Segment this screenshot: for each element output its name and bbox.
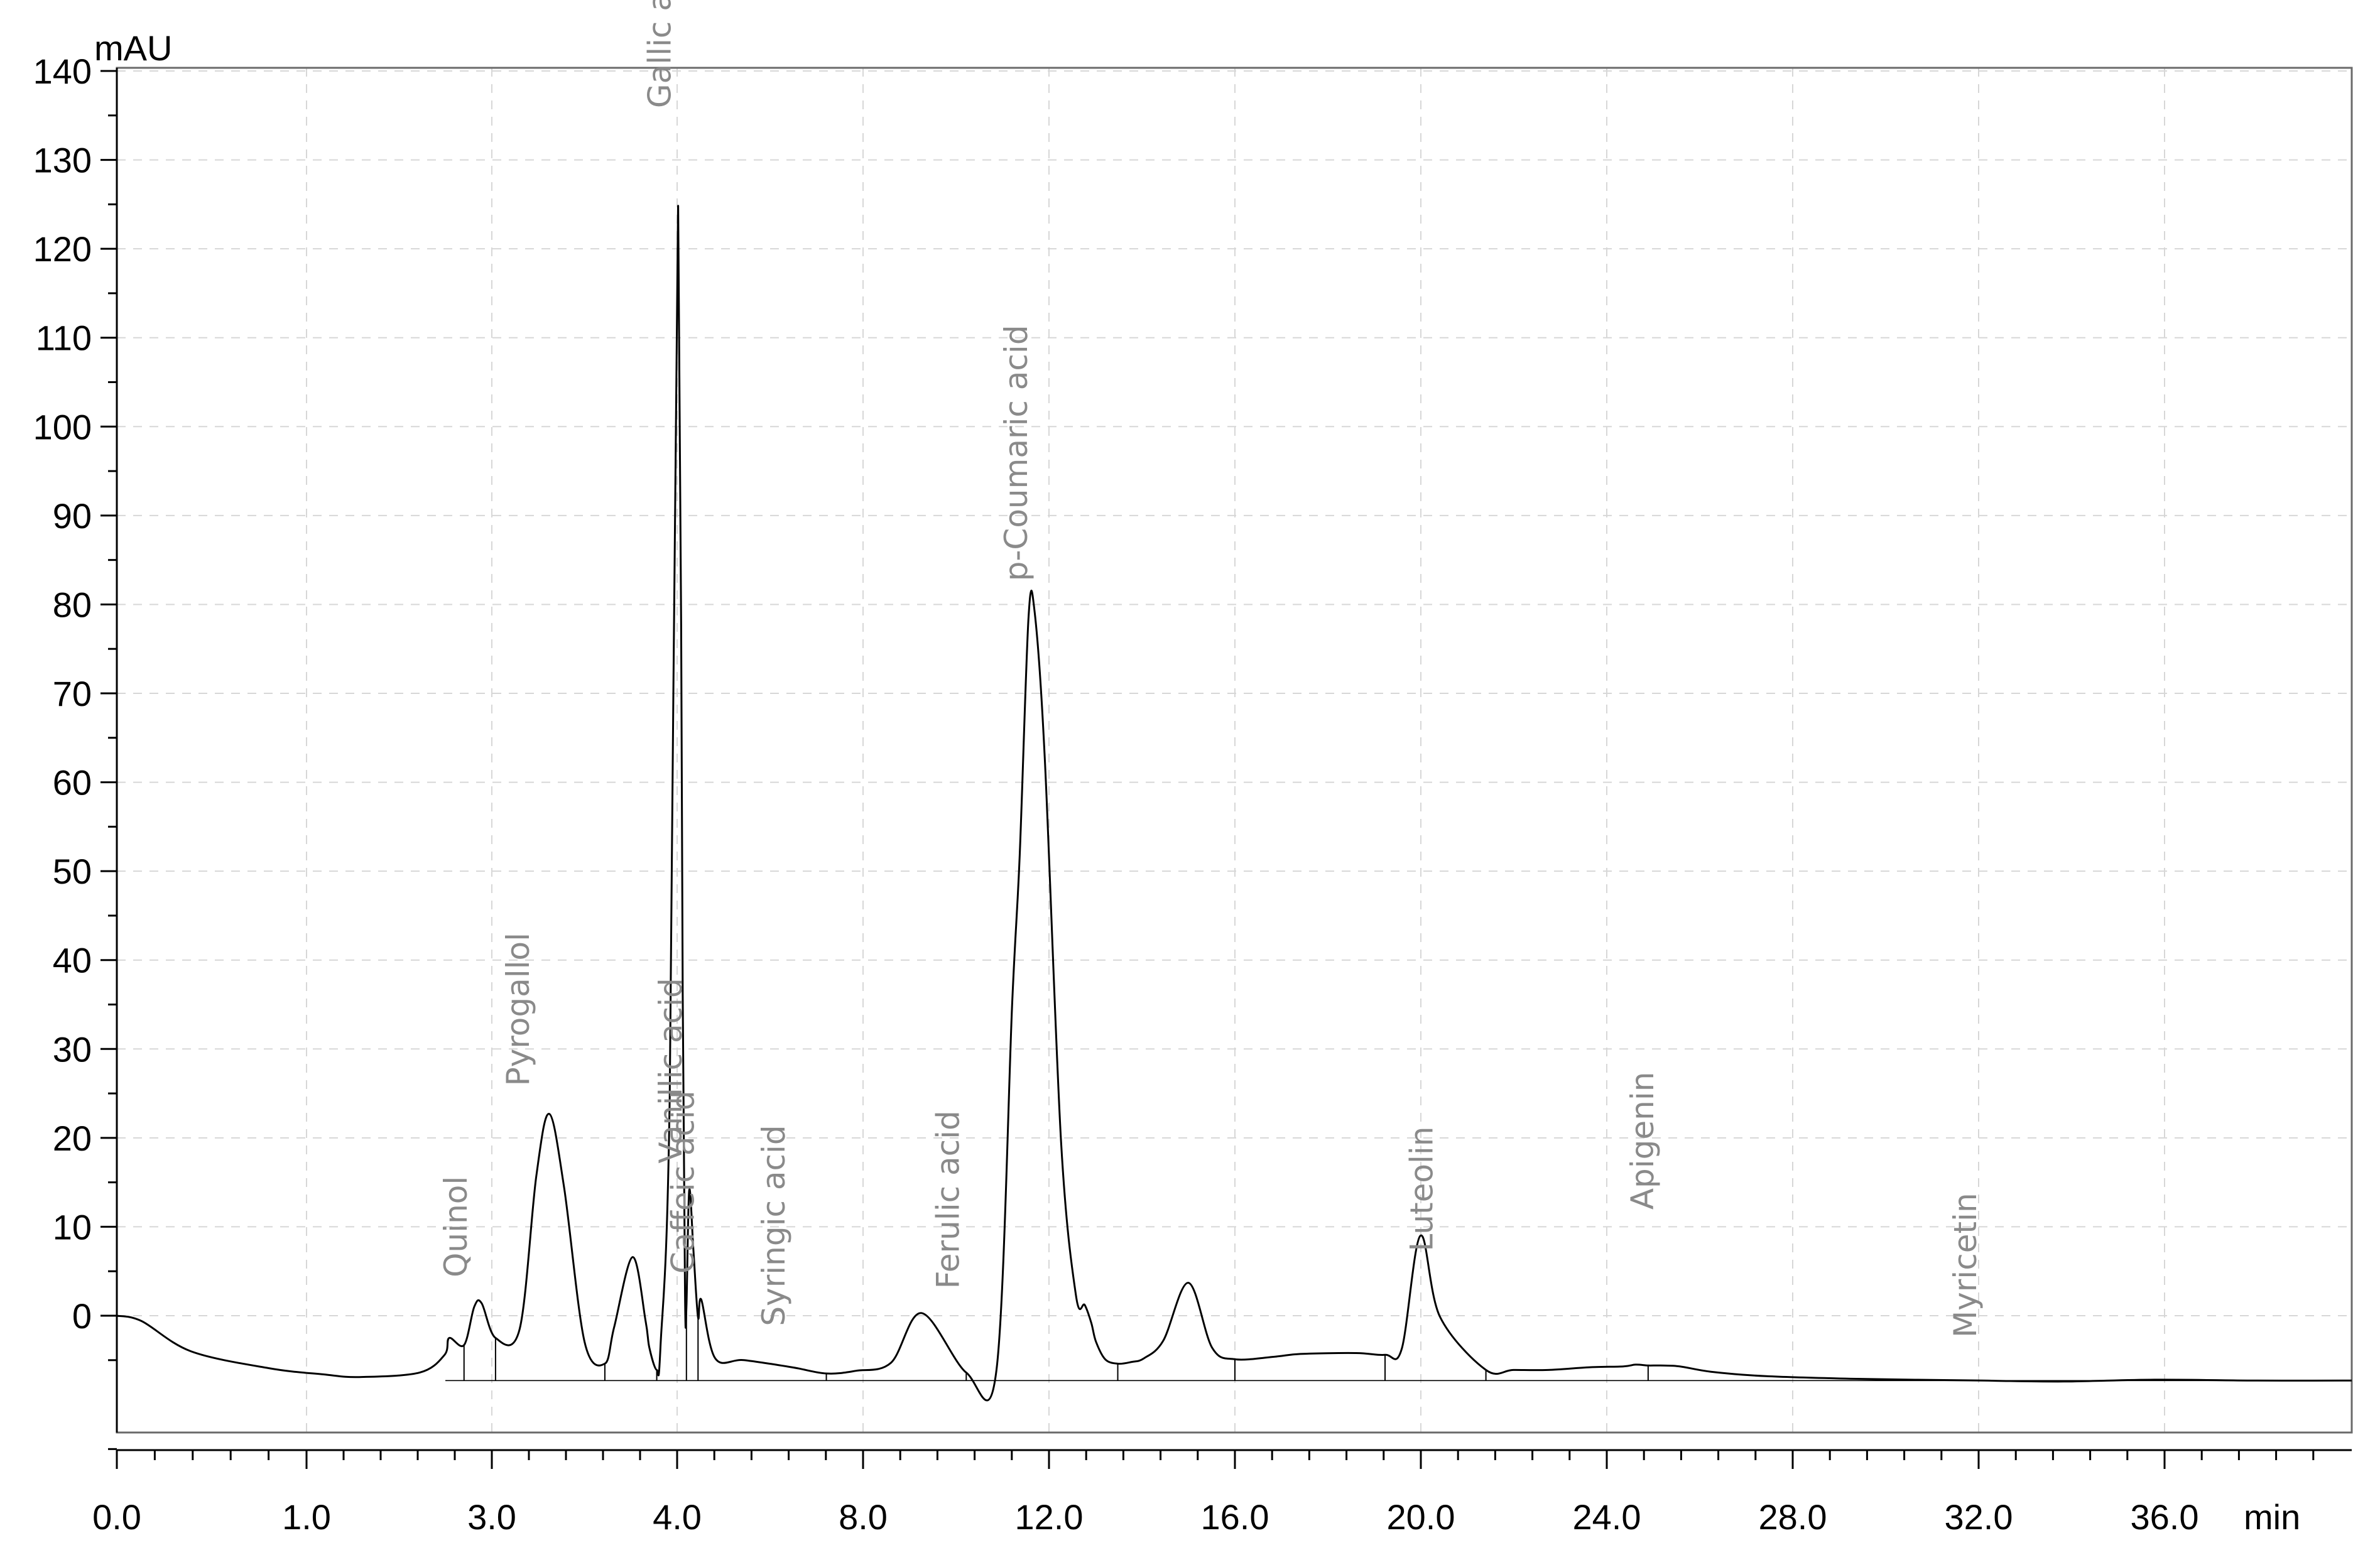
y-tick-label: 60 (53, 763, 92, 803)
peak-label: Ferulic acid (930, 1110, 966, 1289)
chromatogram-trace (116, 205, 2352, 1402)
x-tick-label: 36.0 (2131, 1497, 2199, 1537)
peak-label: Gallic acid (642, 0, 678, 108)
peak-label: Apigenin (1624, 1072, 1661, 1210)
y-tick-label: 40 (53, 941, 92, 980)
y-tick-label: 90 (53, 496, 92, 536)
y-tick-label: 130 (33, 141, 92, 180)
x-axis-unit: min (2244, 1497, 2300, 1537)
y-tick-label: 30 (53, 1029, 92, 1069)
y-tick-label: 80 (53, 585, 92, 624)
y-tick-label: 20 (53, 1119, 92, 1158)
x-tick-label: 3.0 (467, 1497, 516, 1537)
peak-label: Pyrogallol (500, 933, 536, 1086)
x-tick-label: 12.0 (1015, 1497, 1084, 1537)
peak-label: Luteolin (1403, 1127, 1440, 1252)
y-tick-label: 10 (53, 1207, 92, 1247)
axis-ticks: 0 10 20 30 40 50 60 70 80 90 100 110 120 130 140 0.0 1.0… (33, 51, 2315, 1537)
grid-lines (117, 68, 2352, 1433)
x-tick-label: 16.0 (1201, 1497, 1269, 1537)
y-tick-label: 120 (33, 229, 92, 269)
peak-label: Caffeic acid (665, 1090, 702, 1274)
x-tick-label: 8.0 (839, 1497, 888, 1537)
trace-layer (116, 205, 2352, 1402)
y-tick-label: 50 (53, 852, 92, 891)
y-tick-label: 70 (53, 674, 92, 713)
y-tick-label: 110 (36, 318, 92, 358)
peak-label: Syringic acid (756, 1125, 792, 1326)
x-tick-label: 32.0 (1945, 1497, 2013, 1537)
x-tick-label: 1.0 (282, 1497, 331, 1537)
x-tick-label: 28.0 (1759, 1497, 1827, 1537)
y-tick-label: 0 (72, 1296, 92, 1336)
peak-label: Vanillic acid (653, 978, 689, 1163)
peak-label: Quinol (438, 1176, 474, 1277)
x-tick-label: 4.0 (653, 1497, 702, 1537)
y-tick-label: 100 (33, 407, 92, 447)
x-tick-label: 20.0 (1387, 1497, 1455, 1537)
y-tick-label: 140 (33, 51, 92, 91)
peak-label: p-Coumaric acid (998, 325, 1035, 581)
peak-label: Myricetin (1947, 1193, 1984, 1338)
x-tick-label: 24.0 (1573, 1497, 1641, 1537)
x-tick-label: 0.0 (92, 1497, 141, 1537)
peak-label-layer: Quinol Pyrogallol Gallic acid Vanillic acid… (438, 0, 1984, 1338)
y-axis-unit: mAU (94, 28, 172, 68)
